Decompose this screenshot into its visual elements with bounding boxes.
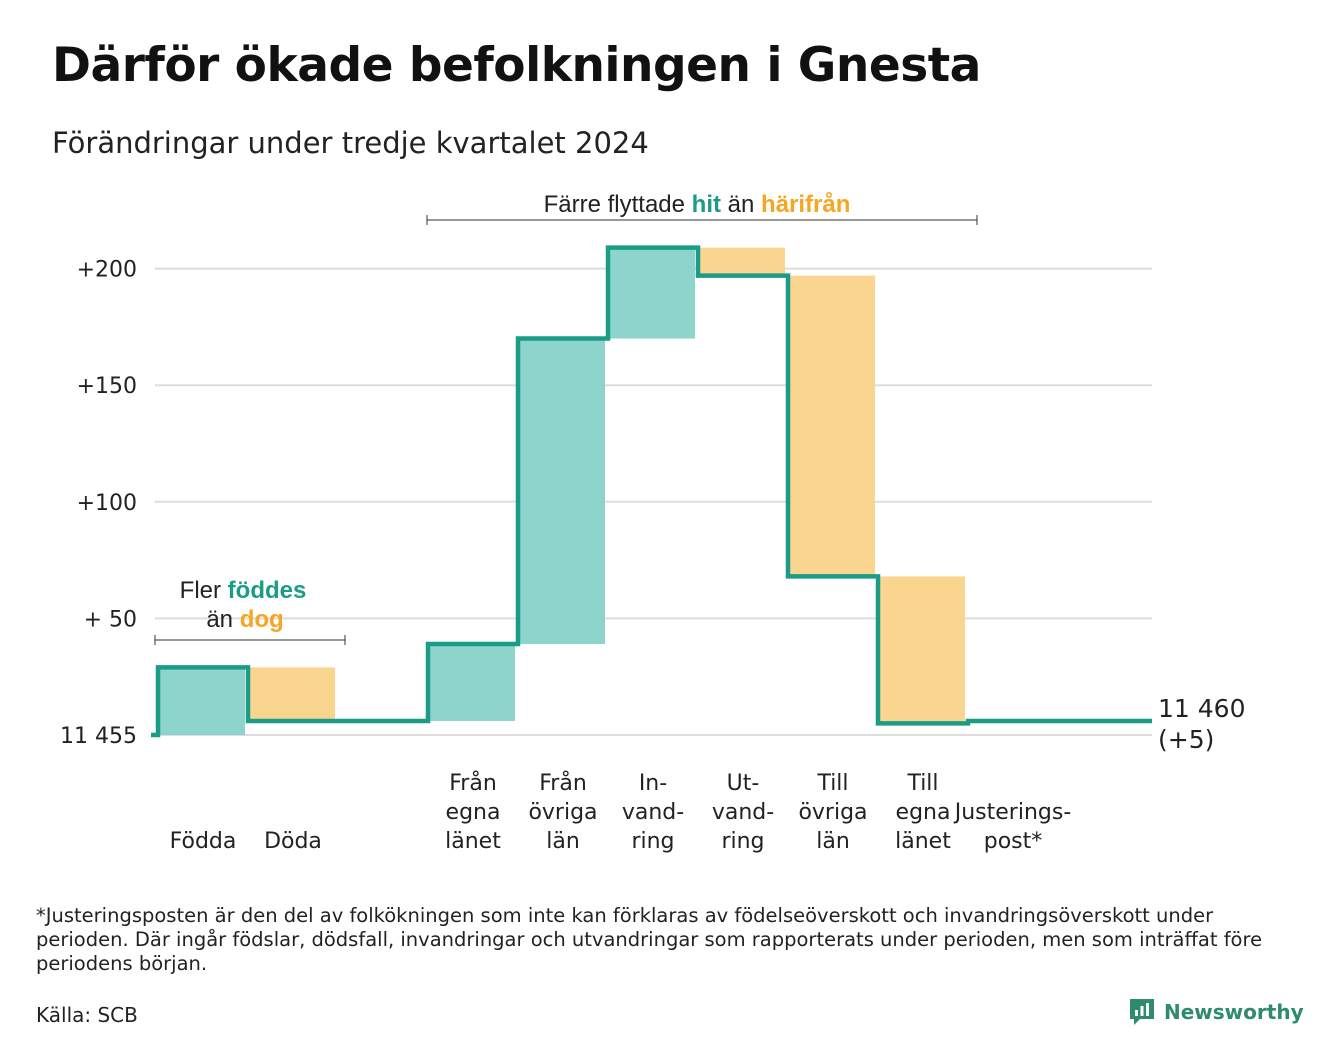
category-label: Från bbox=[449, 770, 497, 796]
category-label: länet bbox=[895, 829, 951, 854]
category-label: övriga bbox=[528, 800, 597, 825]
waterfall-bar bbox=[248, 667, 335, 722]
waterfall-bar bbox=[428, 644, 515, 722]
category-label: ring bbox=[721, 829, 764, 854]
category-label: Ut- bbox=[727, 771, 760, 796]
source-label: Källa: SCB bbox=[36, 1003, 138, 1027]
step-line bbox=[151, 245, 1152, 738]
waterfall-bar bbox=[788, 275, 875, 577]
waterfall-bar bbox=[698, 247, 785, 276]
waterfall-bar bbox=[158, 667, 245, 735]
y-axis-ticks: 11 455 + 50 +100 +150 +200 bbox=[60, 258, 137, 749]
end-value-label: 11 460 bbox=[1158, 694, 1245, 723]
category-label: Till bbox=[816, 771, 848, 796]
brand-logo: Newsworthy bbox=[1128, 997, 1304, 1027]
waterfall-bar bbox=[608, 247, 695, 339]
end-change-label: (+5) bbox=[1158, 725, 1214, 754]
category-label: övriga bbox=[798, 800, 867, 825]
y-tick-label: +200 bbox=[77, 258, 137, 283]
grid-lines bbox=[155, 267, 1152, 736]
waterfall-bar bbox=[878, 576, 965, 724]
y-tick-label: 11 455 bbox=[60, 724, 137, 749]
category-label: egna bbox=[446, 800, 501, 825]
category-label: Till bbox=[906, 771, 938, 796]
births-annotation-line1: Fler föddes bbox=[180, 577, 307, 604]
category-label: In- bbox=[639, 771, 667, 796]
waterfall-bar bbox=[518, 338, 605, 645]
bars bbox=[158, 247, 965, 735]
births-annotation: Fler föddes än dog bbox=[154, 577, 346, 645]
chart-subtitle: Förändringar under tredje kvartalet 2024 bbox=[52, 126, 649, 160]
waterfall-chart: 11 455 + 50 +100 +150 +200 Födda Döda Från egna… bbox=[60, 191, 1245, 854]
category-label: län bbox=[546, 829, 580, 854]
cumulative-step-line bbox=[151, 245, 1152, 738]
chart-title: Därför ökade befolkningen i Gnesta bbox=[52, 38, 981, 93]
moves-annotation: Färre flyttade hit än härifrån bbox=[426, 191, 978, 225]
category-label: egna bbox=[896, 800, 951, 825]
category-label: vand- bbox=[712, 800, 774, 825]
category-label: Justerings- bbox=[953, 800, 1072, 825]
category-label: post* bbox=[984, 829, 1043, 854]
category-label: vand- bbox=[622, 800, 684, 825]
footnote: *Justeringsposten är den del av folkökni… bbox=[36, 904, 1263, 975]
category-label: ring bbox=[631, 829, 674, 854]
brand-name: Newsworthy bbox=[1164, 1000, 1304, 1024]
category-label: län bbox=[816, 829, 850, 854]
category-labels: Födda Döda Från egna länet Från övriga län In-va… bbox=[170, 770, 1072, 854]
category-label: Födda bbox=[170, 829, 237, 854]
y-tick-label: + 50 bbox=[84, 607, 137, 632]
category-label: Från bbox=[539, 770, 587, 796]
category-label: länet bbox=[445, 829, 501, 854]
births-annotation-line2: än dog bbox=[206, 606, 283, 633]
y-tick-label: +150 bbox=[77, 374, 137, 399]
newsworthy-logo-icon bbox=[1130, 999, 1154, 1025]
category-label: Döda bbox=[264, 829, 322, 854]
y-tick-label: +100 bbox=[77, 491, 137, 516]
moves-annotation-text: Färre flyttade hit än härifrån bbox=[544, 191, 851, 218]
